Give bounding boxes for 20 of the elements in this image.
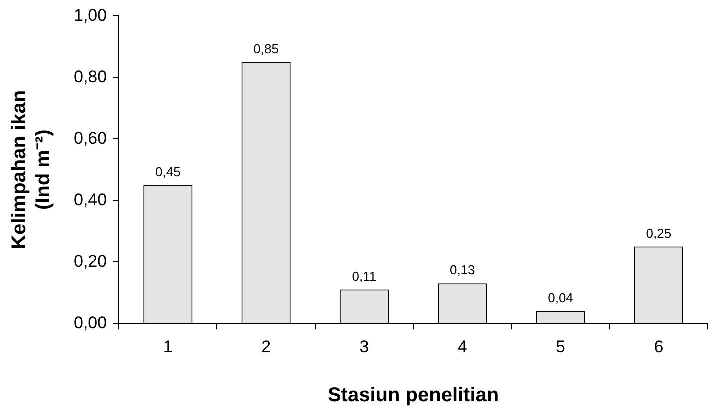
data-label: 0,04 <box>548 290 574 306</box>
x-tick-label: 6 <box>654 337 664 356</box>
y-tick-label: 0,60 <box>74 128 108 148</box>
y-axis-title: Kelimpahan ikan (Ind m⁻²) <box>8 90 55 250</box>
y-tick-label: 1,00 <box>74 6 108 25</box>
x-tick-label: 1 <box>163 337 173 356</box>
data-label: 0,85 <box>254 41 279 56</box>
x-tick-label: 3 <box>360 337 370 356</box>
y-tick-label: 0,40 <box>74 190 108 210</box>
x-tick-label: 2 <box>262 337 272 356</box>
data-label: 0,25 <box>646 226 672 241</box>
y-tick-label: 0,80 <box>74 67 108 86</box>
data-label: 0,13 <box>450 262 476 278</box>
x-tick-label: 5 <box>556 337 566 356</box>
y-tick-label: 0,00 <box>74 313 108 332</box>
y-tick-label: 0,20 <box>74 252 108 271</box>
data-label: 0,45 <box>156 164 181 180</box>
x-axis-title: Stasiun penelitian <box>328 384 500 407</box>
x-tick-label: 4 <box>458 337 468 356</box>
data-label: 0,11 <box>352 268 377 284</box>
